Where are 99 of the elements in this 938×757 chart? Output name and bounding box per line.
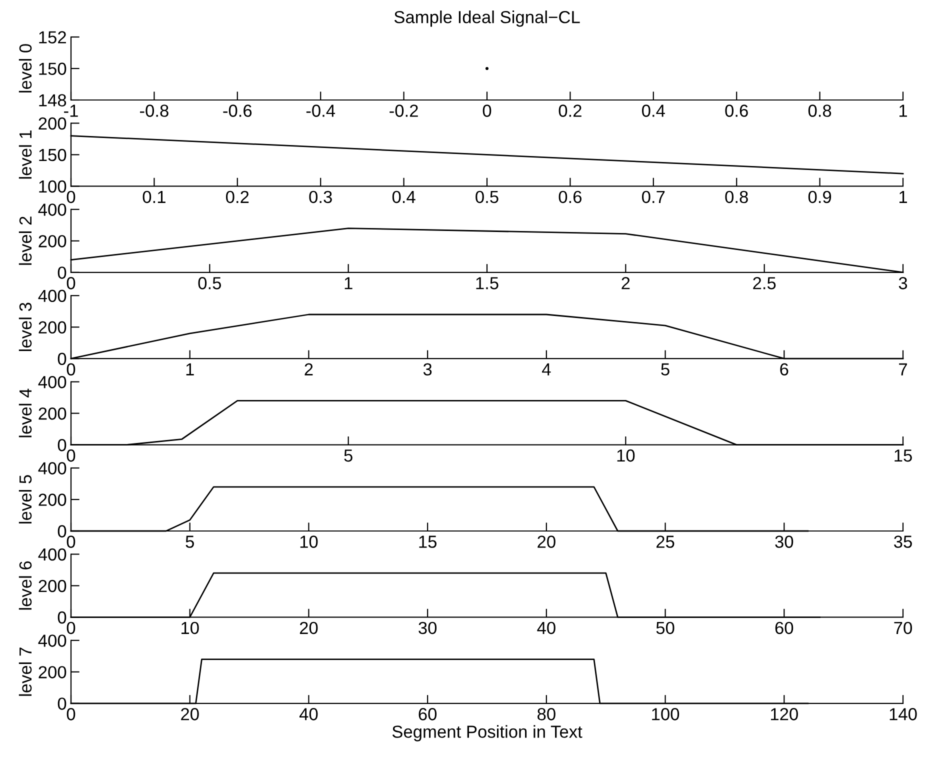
x-tick-label: 1.5	[476, 277, 498, 290]
x-tick-label: -0.2	[390, 104, 418, 117]
x-tick-label: 0.3	[309, 190, 332, 204]
x-tick-label: 120	[770, 708, 798, 720]
y-tick-label: 200	[38, 494, 66, 506]
y-tick-label: 0	[58, 698, 66, 710]
x-tick-label: 60	[775, 622, 794, 634]
y-tick-label: 200	[38, 580, 66, 592]
x-tick-label: 0	[66, 449, 76, 462]
x-tick-label: 0.4	[642, 104, 665, 117]
x-tick-label: 70	[894, 622, 912, 634]
x-tick-label: 20	[181, 708, 199, 720]
x-tick-label: 4	[542, 363, 551, 376]
x-tick-label: 15	[419, 536, 436, 548]
y-tick-label: 0	[58, 352, 66, 366]
x-tick-label: 6	[780, 363, 788, 376]
y-axis-title: level 3	[18, 302, 32, 352]
x-tick-label: 0.7	[642, 190, 665, 204]
y-tick-label: 400	[38, 462, 66, 474]
y-tick-label: 400	[38, 204, 66, 216]
x-tick-label: 1	[899, 191, 907, 203]
x-tick-label: 5	[186, 536, 194, 548]
x-tick-label: 0.6	[558, 190, 582, 204]
x-tick-label: 2.5	[753, 277, 776, 290]
x-tick-label: 15	[894, 450, 912, 462]
y-tick-label: 150	[39, 148, 66, 162]
x-tick-label: 0.4	[392, 190, 416, 204]
x-tick-label: 5	[344, 450, 352, 462]
y-tick-label: 100	[39, 180, 66, 193]
y-tick-label: 152	[39, 31, 66, 44]
x-tick-label: 3	[423, 363, 432, 376]
x-tick-label: 0	[66, 622, 76, 634]
y-tick-label: 0	[58, 438, 66, 452]
x-tick-label: 1	[186, 363, 194, 376]
x-tick-label: 0.1	[142, 190, 166, 204]
x-tick-label: 40	[299, 708, 318, 720]
y-tick-label: 0	[58, 525, 66, 538]
x-tick-label: 0	[66, 277, 76, 290]
y-tick-label: 400	[38, 290, 66, 302]
y-axis-title: level 6	[18, 561, 32, 610]
x-tick-label: 20	[538, 536, 556, 548]
x-tick-label: 10	[300, 536, 318, 548]
x-tick-label: 2	[304, 363, 313, 376]
x-tick-label: 0	[66, 536, 76, 548]
y-tick-label: 148	[39, 94, 66, 106]
x-tick-label: -0.4	[306, 104, 336, 117]
y-tick-label: 0	[58, 266, 66, 279]
x-tick-label: 1	[344, 277, 352, 290]
x-tick-label: -0.8	[140, 104, 168, 117]
x-tick-label: 0	[66, 708, 76, 720]
chart-title: Sample Ideal Signal−CL	[394, 10, 580, 27]
x-tick-label: 0	[66, 363, 76, 376]
y-axis-title: level 7	[18, 648, 32, 696]
x-tick-label: -0.6	[223, 104, 252, 117]
x-tick-label: 30	[418, 622, 437, 634]
x-tick-label: 0.2	[226, 190, 249, 204]
y-tick-label: 400	[38, 376, 66, 388]
x-tick-label: 0.8	[725, 190, 748, 204]
y-tick-label: 150	[39, 62, 66, 75]
x-tick-label: 50	[656, 622, 674, 634]
x-tick-label: 10	[182, 622, 199, 634]
y-tick-label: 200	[38, 117, 66, 130]
x-tick-label: 30	[775, 536, 794, 548]
x-tick-label: 0.5	[476, 190, 498, 204]
x-tick-label: 5	[661, 363, 670, 376]
y-tick-label: 200	[38, 407, 66, 420]
x-tick-label: 7	[899, 363, 907, 376]
y-axis-title: level 5	[18, 475, 32, 524]
x-tick-label: 0.8	[808, 104, 832, 117]
x-tick-label: 0	[66, 190, 76, 204]
y-axis-title: level 2	[18, 216, 32, 265]
x-tick-label: -1	[64, 104, 78, 117]
y-tick-label: 200	[38, 235, 66, 248]
x-tick-label: 1	[899, 104, 907, 117]
x-tick-label: 0.2	[558, 104, 582, 117]
x-tick-label: 0.5	[198, 277, 222, 290]
x-tick-label: 10	[617, 449, 635, 462]
y-axis-title: level 1	[18, 130, 32, 179]
x-tick-label: 3	[898, 277, 908, 290]
x-tick-label: 40	[537, 622, 556, 634]
y-tick-label: 200	[38, 321, 66, 334]
x-tick-label: 0.6	[725, 104, 748, 117]
x-tick-label: 20	[300, 622, 318, 634]
y-tick-label: 200	[38, 666, 66, 678]
x-tick-label: 140	[890, 708, 917, 720]
x-tick-label: 60	[418, 708, 437, 720]
x-tick-label: 100	[652, 708, 680, 720]
x-tick-label: 25	[656, 536, 674, 548]
y-axis-title: level 0	[18, 44, 32, 92]
y-tick-label: 0	[58, 611, 66, 624]
x-axis-title: Segment Position in Text	[392, 725, 582, 742]
x-tick-label: 2	[622, 277, 630, 290]
x-tick-label: 0.9	[808, 190, 832, 204]
y-axis-title: level 4	[18, 388, 32, 438]
x-tick-label: 0	[482, 104, 492, 117]
y-tick-label: 400	[38, 634, 66, 647]
x-tick-label: 35	[894, 536, 912, 548]
y-tick-label: 400	[38, 548, 66, 561]
x-tick-label: 80	[538, 708, 556, 720]
